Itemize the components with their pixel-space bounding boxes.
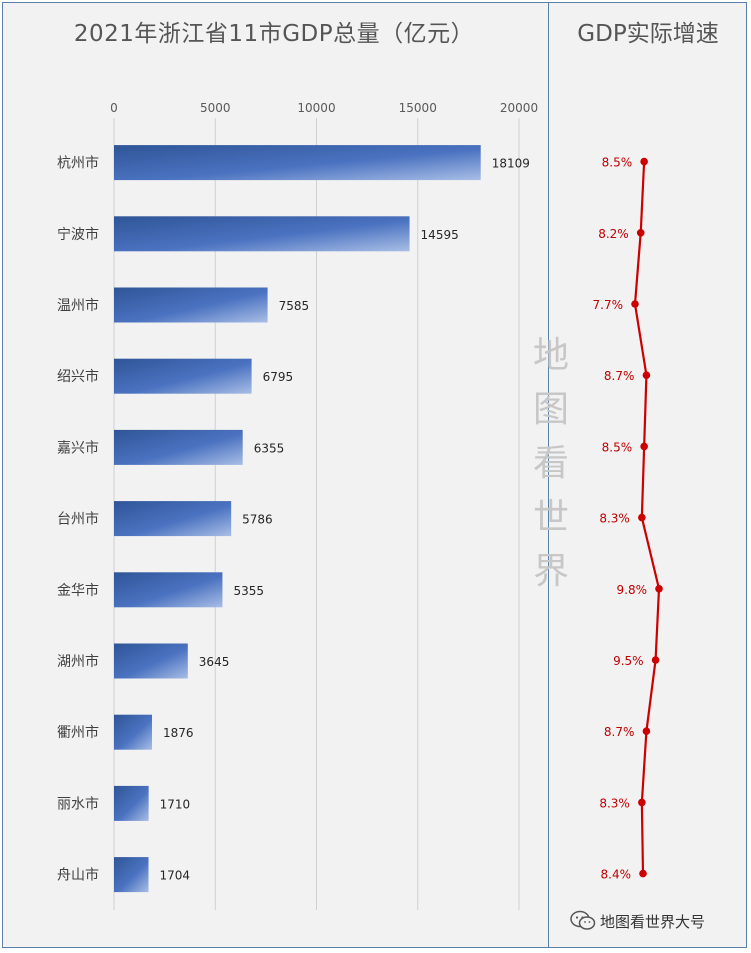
bar	[114, 572, 223, 608]
bar-value-label: 1876	[163, 726, 194, 740]
growth-point	[638, 513, 646, 522]
bar	[114, 501, 232, 537]
growth-point	[636, 229, 645, 237]
growth-point	[640, 442, 648, 451]
category-label: 湖州市	[57, 653, 99, 670]
wechat-icon	[570, 910, 596, 930]
bar	[114, 358, 252, 394]
bar-value-label: 3645	[199, 655, 230, 669]
bar-value-label: 1704	[160, 869, 191, 883]
watermark-char: 图	[532, 389, 569, 430]
growth-value-label: 8.3%	[599, 796, 630, 810]
bar-value-label: 5355	[233, 584, 264, 598]
x-axis-ticks: 0 5000 10000 15000 20000	[110, 101, 538, 115]
bar-value-label: 6795	[263, 370, 294, 384]
footer-brand: 地图看世界大号	[570, 908, 740, 936]
category-label: 绍兴市	[57, 368, 99, 385]
bar-value-label: 18109	[492, 157, 530, 171]
growth-chart-title: GDP实际增速	[577, 21, 719, 47]
panel-divider	[548, 2, 549, 948]
growth-point	[639, 869, 647, 878]
bar	[114, 429, 243, 465]
growth-point	[651, 656, 660, 664]
x-tick-label: 0	[110, 101, 118, 115]
bar	[114, 643, 188, 679]
bar-value-label: 1710	[160, 797, 191, 811]
growth-point	[640, 157, 648, 166]
growth-value-label: 8.3%	[599, 512, 630, 526]
category-label: 丽水市	[57, 795, 99, 812]
bar	[114, 145, 481, 181]
category-label: 舟山市	[57, 867, 99, 884]
x-tick-label: 5000	[200, 101, 231, 115]
watermark-char: 地	[532, 335, 569, 376]
category-label: 宁波市	[57, 226, 99, 243]
growth-value-label: 8.7%	[604, 369, 635, 383]
growth-value-label: 8.4%	[601, 868, 632, 882]
category-label: 温州市	[57, 297, 99, 314]
bar	[114, 785, 149, 821]
bars: 18109 14595 7585 6795 6355 5786 5355 3645 1876 17…	[114, 145, 530, 893]
growth-value-label: 8.7%	[604, 725, 635, 739]
watermark-char: 世	[532, 497, 569, 538]
growth-value-label: 8.5%	[602, 156, 633, 170]
x-tick-label: 10000	[297, 101, 335, 115]
bar-value-label: 6355	[254, 441, 285, 455]
category-label: 杭州市	[57, 155, 99, 172]
gdp-chart-title: 2021年浙江省11市GDP总量（亿元）	[73, 21, 475, 47]
footer-text: 地图看世界大号	[600, 913, 706, 931]
growth-value-label: 9.5%	[613, 654, 644, 668]
category-label: 嘉兴市	[57, 439, 99, 456]
growth-point	[642, 371, 651, 380]
bar	[114, 857, 149, 893]
growth-value-label: 9.8%	[617, 583, 648, 597]
growth-point	[655, 585, 663, 593]
bar	[114, 287, 268, 323]
watermark-char: 界	[532, 551, 569, 592]
bar-value-label: 5786	[242, 513, 273, 527]
bar-value-label: 7585	[279, 299, 310, 313]
growth-value-label: 8.2%	[598, 227, 629, 241]
x-tick-label: 20000	[500, 101, 538, 115]
growth-point	[631, 300, 639, 308]
growth-point	[642, 727, 651, 735]
growth-value-label: 8.5%	[602, 440, 633, 454]
category-label: 衢州市	[57, 724, 99, 741]
bar-value-label: 14595	[421, 228, 459, 242]
category-label: 台州市	[57, 511, 99, 528]
growth-value-label: 7.7%	[593, 298, 624, 312]
watermark-char: 看	[532, 443, 569, 484]
growth-point	[638, 798, 646, 807]
growth-line: 8.5% 8.2% 7.7% 8.7% 8.5% 8.3% 9.8% 9.5% 8.7% 8.3%…	[593, 156, 663, 882]
bar	[114, 714, 152, 750]
bar	[114, 216, 410, 252]
x-tick-label: 15000	[399, 101, 437, 115]
category-label: 金华市	[57, 582, 99, 599]
